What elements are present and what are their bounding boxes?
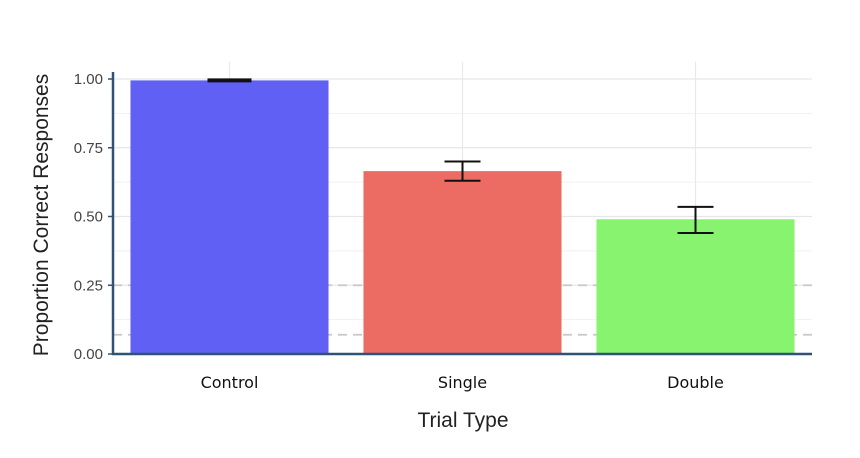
y-tick-label: 1.00 [74,71,103,88]
bar-double [596,219,795,354]
x-axis-title: Trial Type [417,409,508,432]
error-bar-double [677,205,714,234]
x-tick-label: Double [667,373,724,392]
bar-control [130,80,329,354]
y-axis-title: Proportion Correct Responses [30,74,53,356]
axes [111,72,812,356]
error-bars [207,78,714,234]
x-tick-labels: Control Single Double [201,373,724,392]
y-tick-label: 0.25 [74,277,103,294]
y-tick-label: 0.50 [74,209,103,226]
y-tick-labels: 0.00 0.25 0.50 0.75 1.00 [74,71,113,363]
bar-single [363,171,562,354]
bars [130,80,795,354]
y-tick-label: 0.00 [74,346,103,363]
y-tick-label: 0.75 [74,140,103,157]
x-tick-label: Single [438,373,487,392]
error-bar-single [444,160,481,182]
x-tick-label: Control [201,373,259,392]
